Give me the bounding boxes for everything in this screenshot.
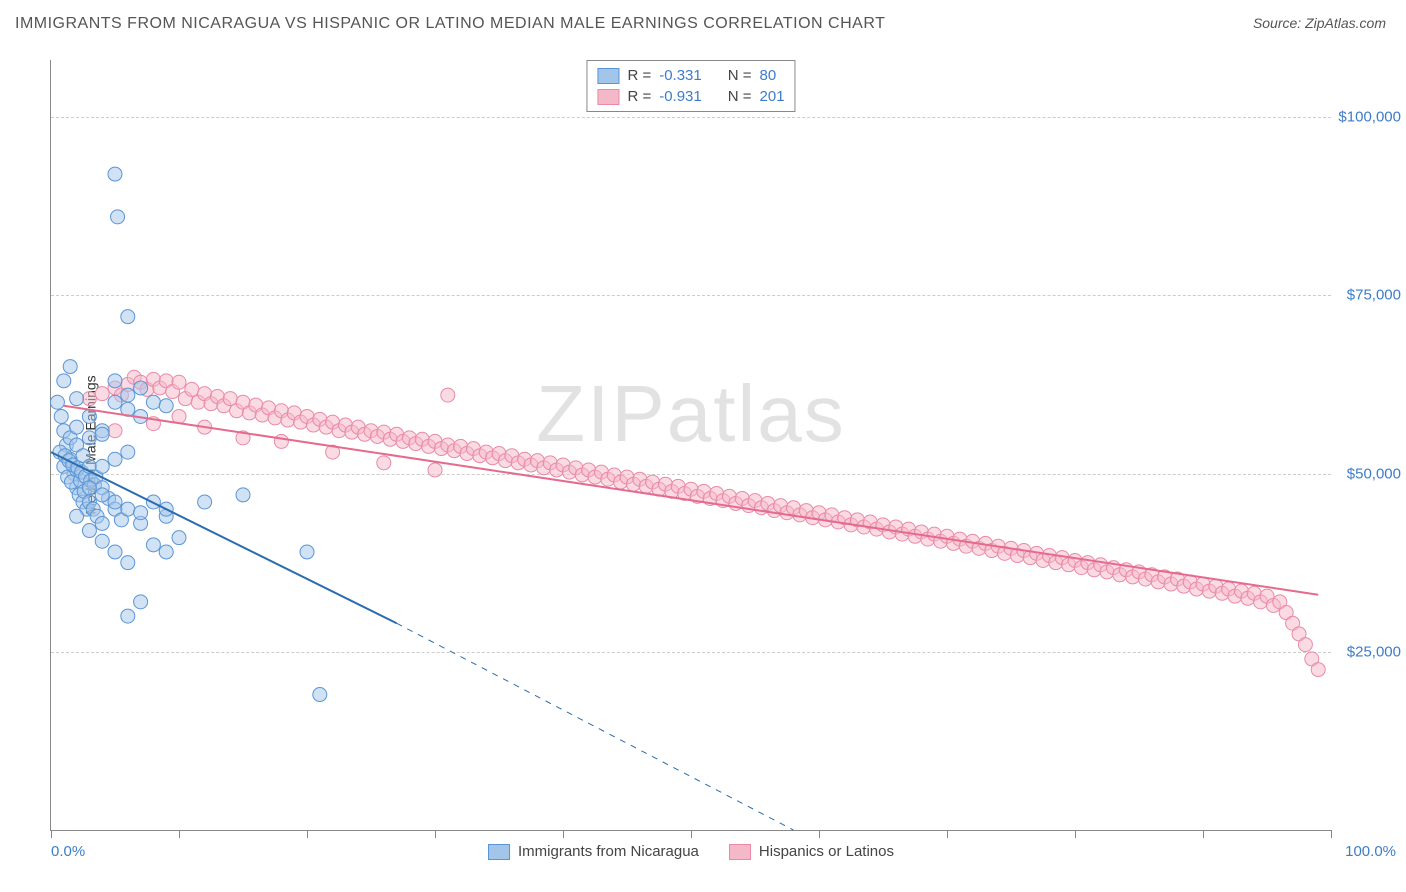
- scatter-point: [82, 409, 96, 423]
- scatter-point: [70, 392, 84, 406]
- y-tick-label: $75,000: [1347, 287, 1401, 304]
- x-tick: [1075, 830, 1076, 838]
- scatter-point: [274, 434, 288, 448]
- x-tick: [563, 830, 564, 838]
- scatter-point: [95, 534, 109, 548]
- x-tick: [307, 830, 308, 838]
- chart-title: IMMIGRANTS FROM NICARAGUA VS HISPANIC OR…: [15, 15, 885, 33]
- scatter-point: [172, 375, 186, 389]
- scatter-point: [108, 452, 122, 466]
- scatter-point: [95, 459, 109, 473]
- scatter-point: [82, 481, 96, 495]
- scatter-point: [159, 545, 173, 559]
- scatter-point: [108, 495, 122, 509]
- scatter-point: [134, 595, 148, 609]
- scatter-point: [198, 495, 212, 509]
- bottom-legend-item-1: Immigrants from Nicaragua: [488, 843, 699, 860]
- scatter-point: [111, 210, 125, 224]
- scatter-point: [185, 382, 199, 396]
- scatter-point: [82, 524, 96, 538]
- scatter-point: [108, 424, 122, 438]
- y-tick-label: $100,000: [1338, 109, 1401, 126]
- scatter-point: [121, 502, 135, 516]
- scatter-point: [428, 463, 442, 477]
- bottom-legend: Immigrants from Nicaragua Hispanics or L…: [488, 843, 894, 860]
- scatter-point: [172, 531, 186, 545]
- scatter-point: [441, 388, 455, 402]
- x-tick: [179, 830, 180, 838]
- r-value-1: -0.331: [659, 67, 702, 84]
- series-2-name: Hispanics or Latinos: [759, 843, 894, 860]
- scatter-point: [121, 310, 135, 324]
- x-axis-max-label: 100.0%: [1345, 843, 1396, 860]
- scatter-point: [313, 688, 327, 702]
- bottom-swatch-nicaragua: [488, 844, 510, 860]
- scatter-point: [146, 395, 160, 409]
- scatter-point: [95, 516, 109, 530]
- scatter-point: [121, 388, 135, 402]
- plot-area: ZIPatlas Median Male Earnings $25,000$50…: [50, 60, 1331, 831]
- scatter-point: [82, 431, 96, 445]
- scatter-point: [50, 395, 64, 409]
- correlation-legend: R = -0.331 N = 80 R = -0.931 N = 201: [586, 60, 795, 112]
- legend-swatch-hispanic: [597, 89, 619, 105]
- scatter-point: [95, 488, 109, 502]
- scatter-point: [146, 538, 160, 552]
- scatter-point: [108, 395, 122, 409]
- n-label-2: N =: [728, 88, 752, 105]
- scatter-point: [134, 506, 148, 520]
- x-axis-min-label: 0.0%: [51, 843, 85, 860]
- scatter-point: [63, 360, 77, 374]
- r-label: R =: [627, 67, 651, 84]
- scatter-point: [134, 381, 148, 395]
- scatter-point: [1311, 663, 1325, 677]
- scatter-point: [172, 409, 186, 423]
- x-tick: [947, 830, 948, 838]
- scatter-point: [236, 488, 250, 502]
- scatter-point: [95, 387, 109, 401]
- x-tick: [819, 830, 820, 838]
- r-value-2: -0.931: [659, 88, 702, 105]
- y-tick-label: $25,000: [1347, 643, 1401, 660]
- bottom-legend-item-2: Hispanics or Latinos: [729, 843, 894, 860]
- scatter-point: [57, 374, 71, 388]
- n-value-2: 201: [760, 88, 785, 105]
- bottom-swatch-hispanic: [729, 844, 751, 860]
- r-label-2: R =: [627, 88, 651, 105]
- x-tick: [1331, 830, 1332, 838]
- scatter-point: [82, 392, 96, 406]
- scatter-point: [108, 167, 122, 181]
- source-label: Source: ZipAtlas.com: [1253, 15, 1386, 31]
- scatter-point: [1298, 638, 1312, 652]
- scatter-point: [121, 609, 135, 623]
- n-value-1: 80: [760, 67, 777, 84]
- scatter-point: [121, 445, 135, 459]
- n-label: N =: [728, 67, 752, 84]
- scatter-point: [377, 456, 391, 470]
- scatter-plot-svg: [51, 60, 1331, 830]
- x-tick: [691, 830, 692, 838]
- scatter-point: [108, 374, 122, 388]
- scatter-point: [54, 409, 68, 423]
- scatter-point: [121, 556, 135, 570]
- y-tick-label: $50,000: [1347, 465, 1401, 482]
- series-1-name: Immigrants from Nicaragua: [518, 843, 699, 860]
- legend-row-2: R = -0.931 N = 201: [597, 86, 784, 107]
- x-tick: [1203, 830, 1204, 838]
- scatter-point: [70, 420, 84, 434]
- regression-line-extrapolated: [397, 623, 794, 830]
- scatter-point: [300, 545, 314, 559]
- legend-swatch-nicaragua: [597, 68, 619, 84]
- scatter-point: [70, 509, 84, 523]
- x-tick: [51, 830, 52, 838]
- scatter-point: [95, 427, 109, 441]
- x-tick: [435, 830, 436, 838]
- scatter-point: [108, 545, 122, 559]
- regression-line: [64, 406, 1318, 595]
- scatter-point: [159, 399, 173, 413]
- legend-row-1: R = -0.331 N = 80: [597, 65, 784, 86]
